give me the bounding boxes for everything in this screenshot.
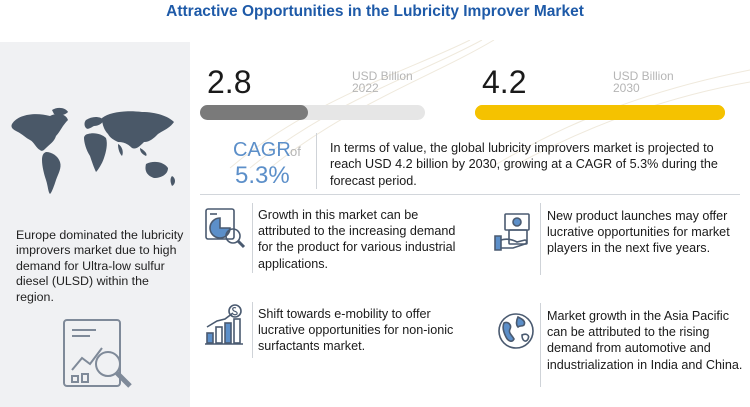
year-2030: 2030 bbox=[613, 81, 640, 95]
left-panel: Europe dominated the lubricity improvers… bbox=[0, 42, 190, 407]
point-text: New product launches may offer lucrative… bbox=[547, 209, 730, 256]
growth-bars-dollar-icon bbox=[205, 304, 243, 345]
page-title: Attractive Opportunities in the Lubricit… bbox=[166, 3, 584, 20]
bar-2022 bbox=[200, 105, 425, 120]
market-value-2030: 4.2 bbox=[482, 64, 527, 100]
point-divider bbox=[540, 203, 541, 275]
cagr-divider bbox=[316, 133, 317, 189]
cagr-value: 5.3% bbox=[235, 162, 290, 189]
bar-2022-fill bbox=[200, 105, 308, 120]
year-2022: 2022 bbox=[352, 81, 379, 95]
bar-2030-fill bbox=[475, 105, 725, 120]
bar-2030 bbox=[475, 105, 725, 120]
globe-icon bbox=[498, 313, 534, 349]
pie-chart-magnifier-icon bbox=[205, 208, 246, 249]
point-text: Market growth in the Asia Pacific can be… bbox=[547, 309, 743, 372]
cagr-of: of bbox=[290, 144, 301, 159]
cagr-description: In terms of value, the global lubricity … bbox=[330, 141, 718, 188]
point-text: Growth in this market can be attributed … bbox=[258, 208, 456, 271]
cagr-label: CAGR bbox=[233, 139, 291, 161]
money-hand-icon bbox=[494, 213, 530, 251]
point-divider bbox=[252, 203, 253, 273]
market-value-2022: 2.8 bbox=[207, 64, 252, 100]
chart-magnifier-icon bbox=[63, 319, 132, 388]
unit-2030: USD Billion bbox=[613, 69, 674, 83]
point-divider bbox=[540, 303, 541, 387]
region-summary: Europe dominated the lubricity improvers… bbox=[16, 228, 184, 304]
unit-2022: USD Billion bbox=[352, 69, 413, 83]
world-map-icon bbox=[11, 107, 175, 194]
point-text: Shift towards e-mobility to offer lucrat… bbox=[258, 307, 454, 354]
section-divider bbox=[200, 194, 740, 195]
point-divider bbox=[252, 302, 253, 358]
